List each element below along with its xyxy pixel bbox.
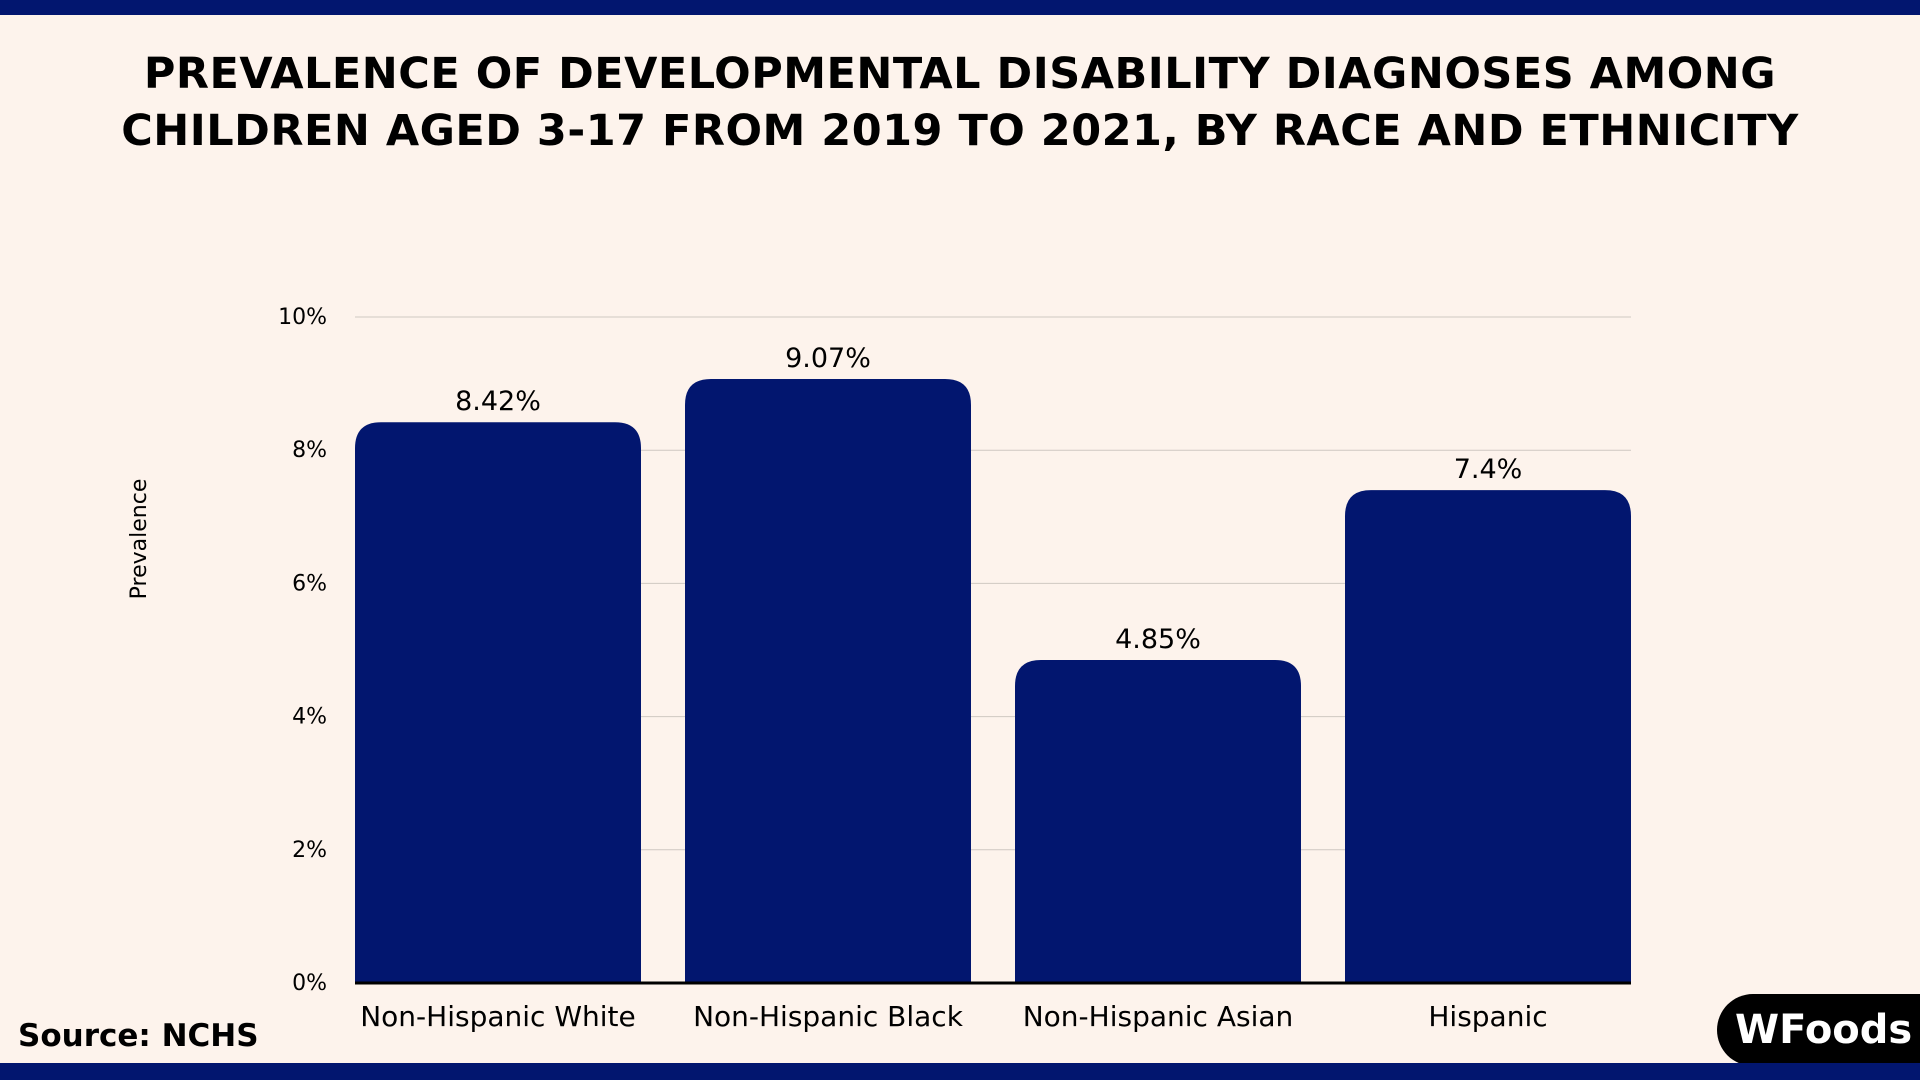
y-tick-label: 10%: [278, 305, 327, 330]
y-tick-label: 2%: [292, 838, 327, 863]
bar: [1345, 490, 1631, 983]
y-tick-label: 4%: [292, 705, 327, 730]
y-tick-label: 8%: [292, 438, 327, 463]
source-label: Source: NCHS: [18, 1018, 259, 1054]
top-band: [0, 0, 1920, 15]
chart-title: PREVALENCE OF DEVELOPMENTAL DISABILITY D…: [0, 46, 1920, 160]
x-tick-label: Non-Hispanic Asian: [1023, 1000, 1294, 1033]
wfoods-logo: WFoods: [1717, 994, 1920, 1066]
title-line-2: CHILDREN AGED 3-17 FROM 2019 TO 2021, BY…: [121, 106, 1799, 156]
x-tick-label: Non-Hispanic White: [360, 1000, 636, 1033]
title-line-1: PREVALENCE OF DEVELOPMENTAL DISABILITY D…: [143, 49, 1777, 99]
data-label: 4.85%: [1115, 624, 1201, 655]
data-label: 7.4%: [1454, 454, 1523, 485]
data-label: 8.42%: [455, 386, 541, 417]
data-label: 9.07%: [785, 343, 871, 374]
bar: [685, 378, 971, 983]
y-axis-label: Prevalence: [127, 479, 152, 600]
y-tick-label: 6%: [292, 571, 327, 596]
x-tick-label: Non-Hispanic Black: [693, 1000, 964, 1033]
bottom-band: [0, 1063, 1920, 1080]
bar: [355, 422, 641, 983]
y-tick-label: 0%: [292, 971, 327, 996]
bar: [1015, 659, 1301, 983]
x-tick-label: Hispanic: [1428, 1000, 1547, 1033]
